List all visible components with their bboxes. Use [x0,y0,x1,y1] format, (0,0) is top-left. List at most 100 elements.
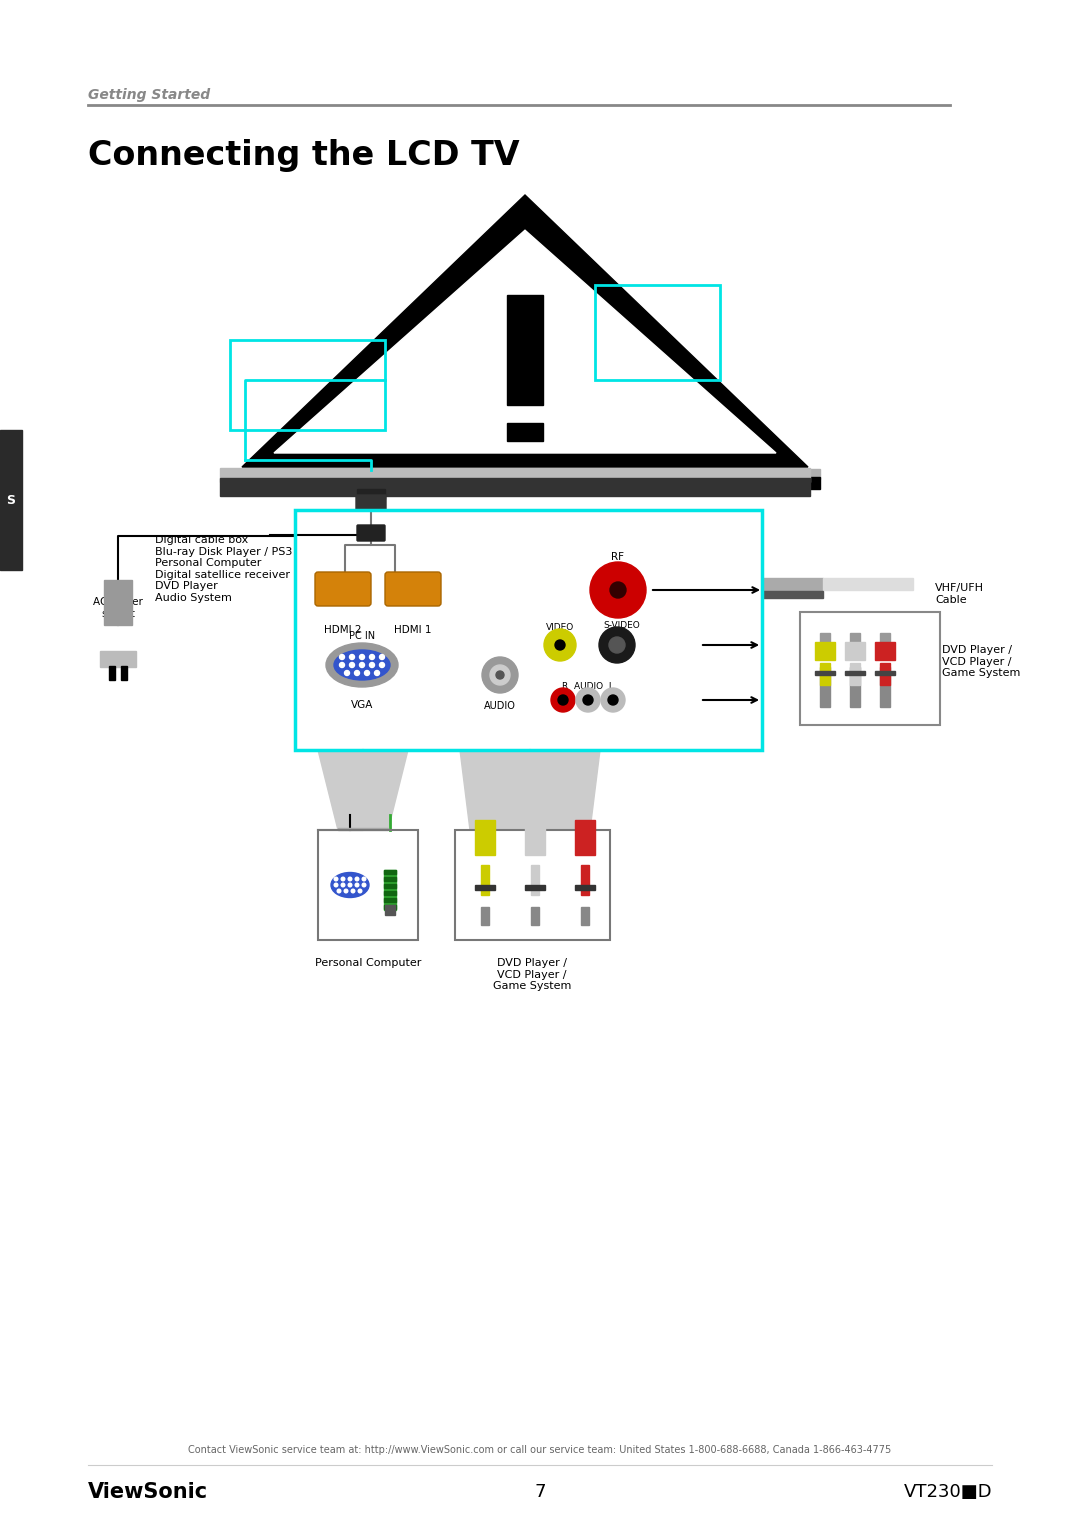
Text: R  AUDIO  L: R AUDIO L [562,683,613,692]
Circle shape [369,655,375,660]
Bar [100,651,136,667]
Bar [531,864,539,895]
Bar [455,831,610,941]
Text: AUDIO: AUDIO [484,701,516,712]
Bar [475,820,495,855]
FancyBboxPatch shape [357,525,384,541]
Bar [384,906,395,915]
Text: RF: RF [611,551,624,562]
FancyBboxPatch shape [384,573,441,606]
Circle shape [365,670,369,675]
Bar [220,478,810,496]
Circle shape [348,883,352,887]
Circle shape [334,883,338,887]
Bar [338,828,388,831]
Circle shape [359,889,362,893]
Bar [121,666,127,680]
Bar [384,884,396,889]
Circle shape [558,695,568,705]
Bar [475,886,495,890]
Bar [880,663,890,686]
Circle shape [608,695,618,705]
Bar [384,870,396,873]
Bar [318,831,418,941]
Bar [850,667,860,707]
Circle shape [351,889,355,893]
Polygon shape [460,750,600,831]
Circle shape [496,670,504,680]
Bar [880,634,890,644]
Text: HDMI 1: HDMI 1 [394,625,432,635]
Polygon shape [242,195,808,467]
Text: VIDEO: VIDEO [545,623,575,632]
Circle shape [337,889,341,893]
Circle shape [379,655,384,660]
Circle shape [362,876,366,881]
Circle shape [490,664,510,686]
Text: VGA: VGA [351,699,374,710]
Circle shape [576,689,600,712]
Bar [845,641,865,660]
Text: Personal Computer: Personal Computer [314,957,421,968]
Bar [530,828,540,840]
Bar [384,906,396,909]
Text: PC IN: PC IN [349,631,375,641]
Circle shape [360,663,365,667]
Bar [762,579,823,589]
Polygon shape [274,231,777,454]
Text: S-VIDEO: S-VIDEO [604,621,640,631]
Circle shape [583,695,593,705]
Text: ViewSonic: ViewSonic [87,1483,208,1503]
Bar [109,666,114,680]
Bar [820,667,831,707]
Circle shape [551,689,575,712]
Bar [230,469,820,479]
Circle shape [334,876,338,881]
Text: DVD Player /
VCD Player /
Game System: DVD Player / VCD Player / Game System [492,957,571,991]
Circle shape [355,883,359,887]
Ellipse shape [334,651,390,680]
FancyBboxPatch shape [315,573,372,606]
Text: Connecting the LCD TV: Connecting the LCD TV [87,139,519,171]
Circle shape [341,876,345,881]
Text: DVD Player /
VCD Player /
Game System: DVD Player / VCD Player / Game System [942,644,1021,678]
Circle shape [610,582,626,599]
Circle shape [375,670,379,675]
Text: VHF/UFH
Cable: VHF/UFH Cable [935,583,984,605]
Bar [815,670,835,675]
Circle shape [379,663,384,667]
Bar [525,820,545,855]
Bar [880,667,890,707]
Bar [384,890,396,895]
Bar [357,489,384,499]
Ellipse shape [330,872,369,898]
Circle shape [355,876,359,881]
Bar [815,641,835,660]
Circle shape [544,629,576,661]
Bar [845,670,865,675]
Bar [480,828,490,840]
Circle shape [482,657,518,693]
Circle shape [341,883,345,887]
Ellipse shape [326,643,399,687]
Bar [850,663,860,686]
Text: Digital cable box
Blu-ray Disk Player / PS3
Personal Computer
Digital satellice : Digital cable box Blu-ray Disk Player / … [156,534,293,603]
Circle shape [354,670,360,675]
Bar [295,510,762,750]
Bar [384,898,396,902]
Bar [220,467,810,483]
Bar [0,431,22,570]
Text: AC power
socket: AC power socket [93,597,143,618]
Circle shape [348,876,352,881]
Circle shape [609,637,625,654]
Bar [820,634,831,644]
Bar [481,907,489,925]
Bar [104,580,132,625]
Bar [875,670,895,675]
Polygon shape [318,750,408,831]
Bar [230,341,384,431]
Text: Contact ViewSonic service team at: http://www.ViewSonic.com or call our service : Contact ViewSonic service team at: http:… [188,1445,892,1455]
Bar [481,864,489,895]
Text: VT230■D: VT230■D [903,1483,993,1501]
Text: S: S [6,493,15,507]
